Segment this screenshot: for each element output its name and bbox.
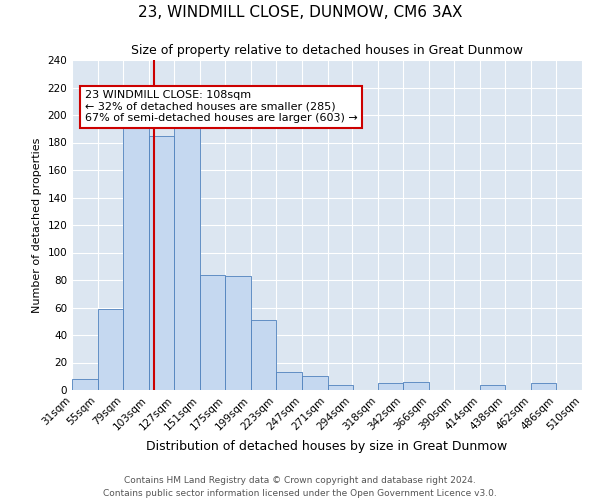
Bar [377,383,403,390]
Bar [226,276,251,390]
Bar [123,114,149,390]
Bar [72,379,98,390]
Bar [200,274,226,390]
Bar [277,372,302,390]
Bar [582,387,600,390]
X-axis label: Distribution of detached houses by size in Great Dunmow: Distribution of detached houses by size … [146,440,508,453]
Bar [149,136,174,390]
Bar [328,384,353,390]
Text: 23, WINDMILL CLOSE, DUNMOW, CM6 3AX: 23, WINDMILL CLOSE, DUNMOW, CM6 3AX [138,5,462,20]
Bar [98,309,123,390]
Bar [251,320,277,390]
Bar [174,126,200,390]
Text: 23 WINDMILL CLOSE: 108sqm
← 32% of detached houses are smaller (285)
67% of semi: 23 WINDMILL CLOSE: 108sqm ← 32% of detac… [85,90,358,124]
Bar [531,383,556,390]
Y-axis label: Number of detached properties: Number of detached properties [32,138,42,312]
Bar [302,376,328,390]
Text: Contains HM Land Registry data © Crown copyright and database right 2024.
Contai: Contains HM Land Registry data © Crown c… [103,476,497,498]
Title: Size of property relative to detached houses in Great Dunmow: Size of property relative to detached ho… [131,44,523,58]
Bar [403,382,428,390]
Bar [480,384,505,390]
